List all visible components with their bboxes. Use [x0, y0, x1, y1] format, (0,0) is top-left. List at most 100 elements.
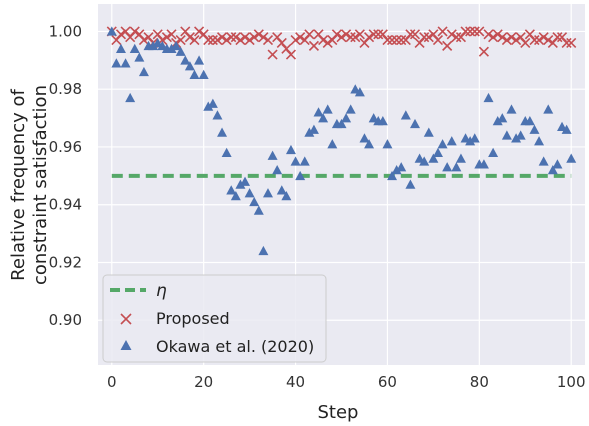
proposed-point	[138, 35, 150, 46]
okawa-point	[308, 124, 319, 134]
proposed-point	[318, 35, 329, 46]
okawa-point	[230, 191, 241, 201]
okawa-point	[410, 118, 421, 129]
okawa-point	[120, 58, 131, 68]
proposed-point	[520, 37, 531, 49]
okawa-point	[258, 245, 269, 256]
proposed-point	[152, 29, 163, 40]
proposed-point	[175, 35, 186, 46]
okawa-point	[538, 156, 549, 166]
proposed-point	[258, 32, 269, 43]
proposed-point	[221, 35, 232, 46]
proposed-point	[396, 35, 407, 46]
okawa-point	[240, 176, 251, 186]
proposed-point	[290, 35, 301, 46]
okawa-point	[488, 147, 499, 157]
okawa-point	[180, 55, 191, 65]
okawa-point	[446, 136, 457, 146]
proposed-point	[428, 29, 439, 40]
okawa-point	[304, 127, 315, 137]
proposed-point	[299, 35, 310, 46]
proposed-point	[125, 32, 136, 43]
proposed-point	[556, 32, 568, 43]
okawa-point	[432, 147, 443, 157]
proposed-point	[189, 35, 200, 46]
okawa-point	[148, 40, 159, 51]
okawa-point	[405, 179, 416, 189]
okawa-point	[327, 139, 338, 149]
proposed-point	[267, 49, 278, 60]
okawa-point	[400, 110, 411, 120]
y-tick-label: 0.94	[49, 196, 82, 214]
proposed-point	[341, 29, 352, 40]
okawa-point	[194, 55, 205, 65]
okawa-point	[115, 43, 126, 54]
x-tick-label: 100	[557, 373, 586, 391]
okawa-point	[423, 127, 434, 137]
proposed-point	[474, 26, 485, 37]
okawa-point	[318, 113, 329, 123]
legend-okawa-label: Okawa et al. (2020)	[156, 337, 314, 356]
proposed-point	[285, 49, 297, 60]
proposed-point	[230, 32, 241, 43]
proposed-point	[409, 29, 421, 40]
okawa-point	[566, 153, 577, 163]
proposed-point	[506, 32, 517, 43]
okawa-point	[396, 162, 407, 172]
y-tick-label: 0.96	[49, 138, 82, 156]
okawa-point	[221, 147, 232, 157]
x-tick-label: 60	[378, 373, 397, 391]
legend-okawa-swatch	[120, 340, 132, 350]
proposed-point	[488, 32, 499, 43]
okawa-point	[295, 170, 306, 181]
proposed-point	[115, 29, 127, 40]
y-axis-label-line-1: Relative frequency of	[8, 89, 29, 281]
proposed-point	[281, 43, 292, 54]
proposed-point	[364, 32, 375, 43]
x-axis-label: Step	[318, 402, 359, 422]
proposed-point	[166, 29, 177, 40]
proposed-point	[529, 35, 540, 46]
proposed-point	[492, 29, 503, 40]
proposed-point	[331, 29, 342, 40]
okawa-point	[428, 153, 439, 163]
proposed-point	[198, 29, 209, 40]
okawa-point	[465, 136, 476, 146]
okawa-point	[276, 185, 287, 195]
proposed-point	[308, 40, 319, 51]
okawa-point	[511, 133, 522, 143]
okawa-point	[299, 156, 310, 166]
okawa-point	[262, 188, 273, 198]
okawa-point	[345, 104, 356, 114]
okawa-point	[419, 156, 430, 166]
okawa-point	[364, 139, 375, 149]
okawa-point	[226, 185, 237, 195]
y-tick-label: 0.90	[49, 311, 82, 329]
x-tick-label: 20	[194, 373, 213, 391]
legend-proposed-label: Proposed	[156, 309, 230, 328]
proposed-point	[419, 32, 430, 43]
series-layer	[106, 26, 577, 256]
okawa-point	[290, 156, 301, 166]
proposed-point	[455, 32, 467, 43]
okawa-point	[534, 136, 545, 146]
proposed-point	[451, 32, 462, 43]
okawa-point	[212, 110, 223, 120]
proposed-point	[497, 32, 508, 43]
proposed-point	[538, 32, 549, 43]
y-tick-label: 1.00	[49, 22, 82, 40]
proposed-point	[322, 37, 333, 49]
proposed-point	[216, 32, 228, 43]
tick-labels: 0 20 40 60 80 100 0.90 0.92 0.94 0.96 0.98 1.00	[49, 22, 586, 391]
okawa-point	[198, 69, 209, 80]
okawa-point	[313, 107, 324, 117]
proposed-point	[134, 29, 145, 40]
proposed-point	[386, 35, 398, 46]
y-tick-label: 0.92	[49, 253, 82, 271]
proposed-point	[524, 29, 535, 40]
proposed-point	[276, 37, 287, 49]
okawa-point	[171, 40, 182, 51]
proposed-point	[543, 35, 554, 46]
okawa-point	[267, 150, 278, 160]
proposed-point	[382, 35, 393, 46]
